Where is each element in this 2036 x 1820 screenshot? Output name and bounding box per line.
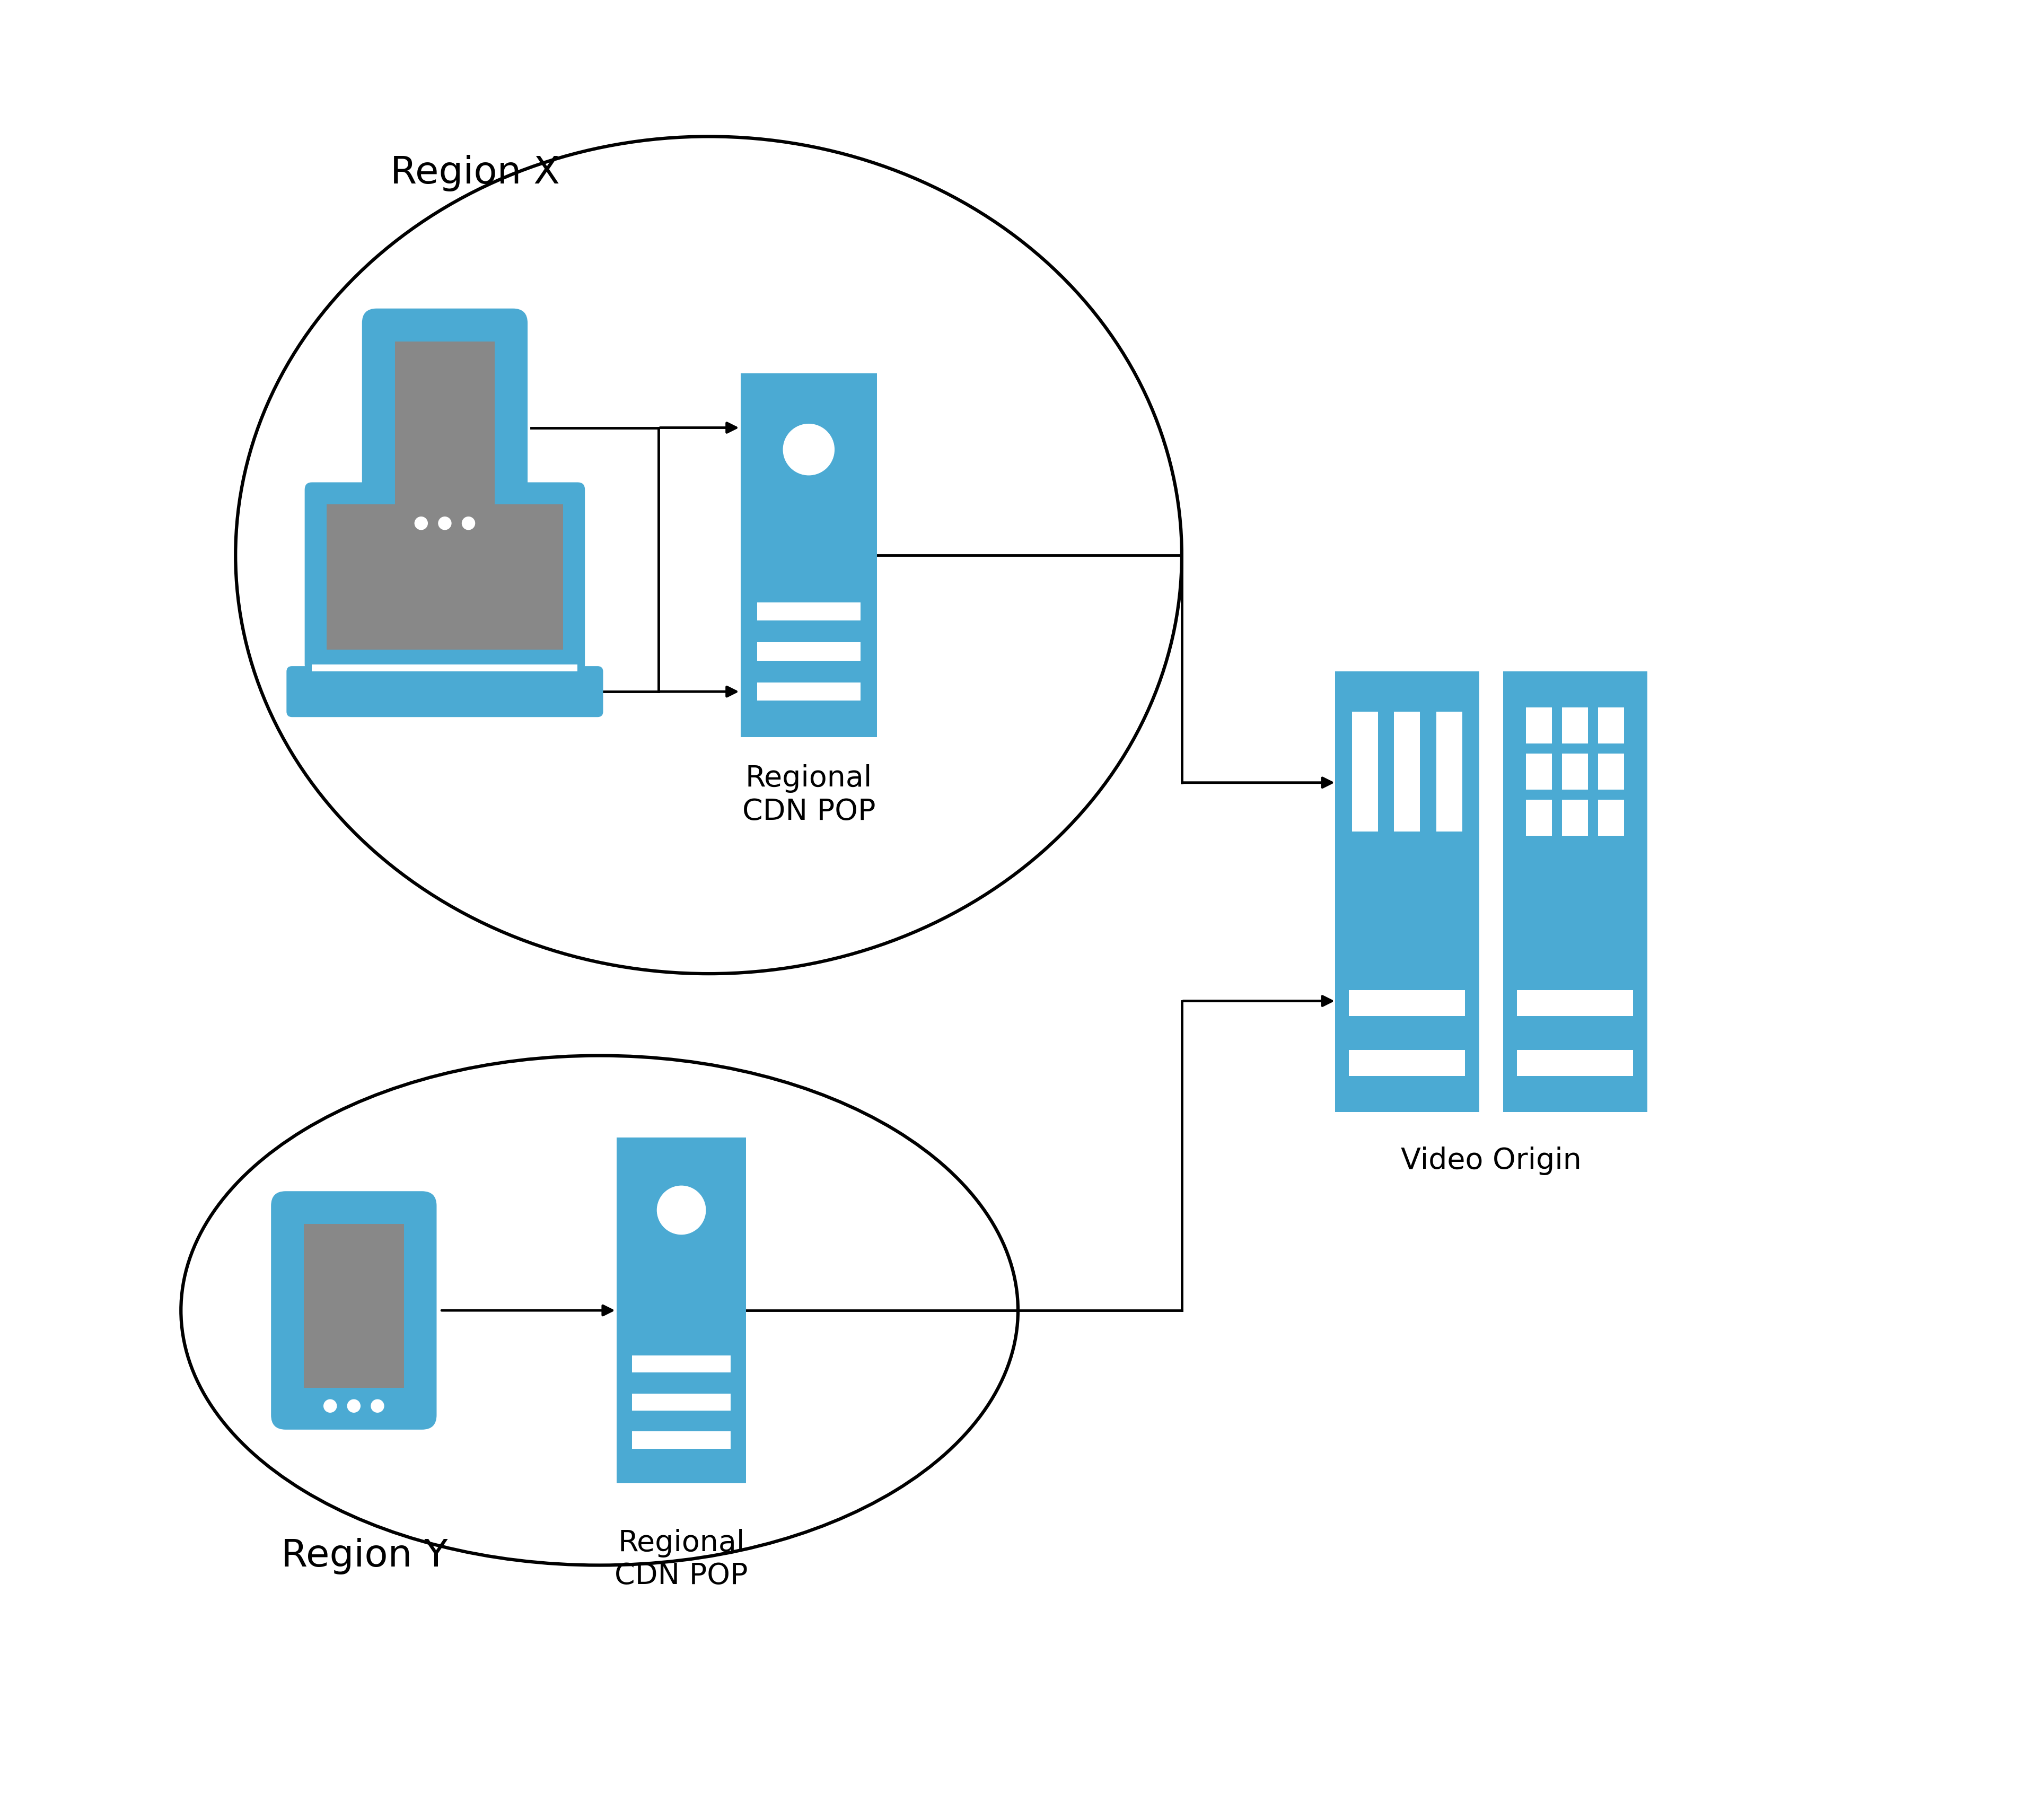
Circle shape (784, 424, 835, 475)
Bar (757, 682, 861, 701)
Bar (1503, 672, 1647, 1112)
Bar (1562, 753, 1588, 790)
Bar (1527, 799, 1551, 835)
Bar (1562, 708, 1588, 744)
Bar (741, 373, 878, 737)
FancyBboxPatch shape (287, 666, 603, 717)
Bar (326, 504, 564, 650)
Bar (631, 1356, 731, 1372)
Bar (395, 342, 495, 506)
FancyBboxPatch shape (362, 309, 527, 546)
Bar (631, 1431, 731, 1449)
FancyBboxPatch shape (305, 482, 584, 672)
Circle shape (462, 517, 474, 530)
Bar (1435, 712, 1462, 832)
Bar (631, 1394, 731, 1410)
Text: Video Origin: Video Origin (1401, 1147, 1582, 1176)
Bar (1562, 799, 1588, 835)
Text: Region X: Region X (391, 155, 560, 191)
Bar (1350, 990, 1466, 1016)
Circle shape (348, 1400, 360, 1412)
Bar (1395, 712, 1419, 832)
Bar (1527, 753, 1551, 790)
Bar (1350, 1050, 1466, 1076)
Bar (1527, 708, 1551, 744)
Bar (1598, 708, 1625, 744)
Bar (303, 1223, 403, 1387)
Bar (1336, 672, 1478, 1112)
Circle shape (324, 1400, 336, 1412)
Text: Regional
CDN POP: Regional CDN POP (741, 764, 875, 826)
FancyBboxPatch shape (271, 1190, 436, 1431)
Bar (1352, 712, 1378, 832)
Circle shape (415, 517, 428, 530)
Bar (1517, 990, 1633, 1016)
Bar (1517, 1050, 1633, 1076)
Bar (617, 1138, 745, 1483)
Circle shape (371, 1400, 385, 1412)
Bar (757, 642, 861, 661)
Circle shape (658, 1187, 706, 1234)
Bar (1598, 753, 1625, 790)
Bar (1598, 799, 1625, 835)
Bar (312, 664, 578, 672)
Text: Region Y: Region Y (281, 1538, 448, 1574)
Circle shape (438, 517, 452, 530)
Bar (757, 602, 861, 621)
Text: Regional
CDN POP: Regional CDN POP (615, 1529, 747, 1591)
